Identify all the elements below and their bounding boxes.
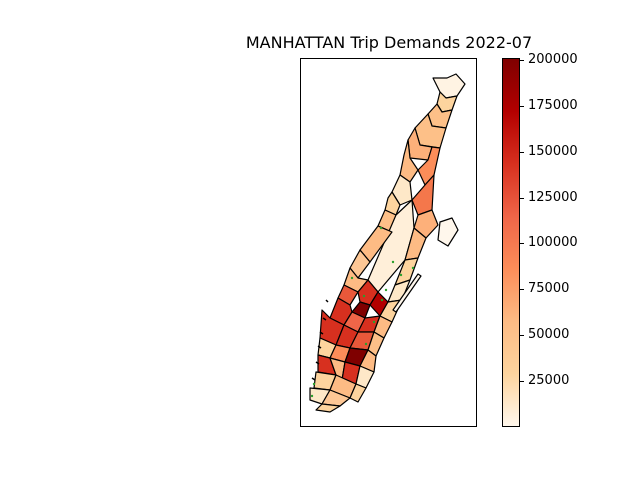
colorbar-tick-label: 25000 — [528, 373, 570, 389]
park-marker — [364, 342, 368, 346]
colorbar-tick-label: 125000 — [528, 189, 578, 205]
colorbar-tick-label: 150000 — [528, 143, 578, 159]
zone-east-harlem-south — [413, 209, 439, 239]
park-marker — [391, 260, 395, 264]
map-title: MANHATTAN Trip Demands 2022-07 — [245, 33, 533, 52]
park-marker — [350, 276, 354, 280]
zone-inwood — [432, 73, 466, 99]
park-marker — [411, 266, 415, 270]
colorbar-tick-label: 75000 — [528, 281, 570, 297]
colorbar — [502, 58, 520, 427]
park-marker — [399, 273, 403, 277]
park-marker — [384, 288, 388, 292]
park-marker — [372, 320, 376, 324]
zone-two-bridges — [349, 383, 367, 403]
colorbar-tick-mark — [520, 105, 524, 107]
zone-financial-south — [315, 403, 341, 413]
park-marker — [379, 226, 383, 230]
zone-roosevelt-island — [392, 273, 422, 313]
colorbar-tick-mark — [520, 243, 524, 245]
zone-randalls-island — [437, 217, 459, 247]
piers-west-shore — [311, 299, 329, 381]
zone-morningside — [391, 174, 413, 206]
park-marker — [312, 382, 316, 386]
colorbar-tick-mark — [520, 59, 524, 61]
park-marker — [310, 394, 314, 398]
park-marker — [380, 298, 384, 302]
colorbar-tick-label: 200000 — [528, 51, 578, 67]
colorbar-tick-label: 175000 — [528, 97, 578, 113]
colorbar-axis: 200000 175000 150000 125000 100000 75000 50000… — [520, 0, 640, 480]
colorbar-tick-label: 100000 — [528, 235, 578, 251]
colorbar-tick-mark — [520, 335, 524, 337]
colorbar-tick-mark — [520, 381, 524, 383]
park-marker — [362, 294, 366, 298]
colorbar-tick-mark — [520, 289, 524, 291]
colorbar-tick-label: 50000 — [528, 327, 570, 343]
colorbar-tick-mark — [520, 151, 524, 153]
colorbar-tick-mark — [520, 197, 524, 199]
park-markers — [310, 226, 415, 398]
